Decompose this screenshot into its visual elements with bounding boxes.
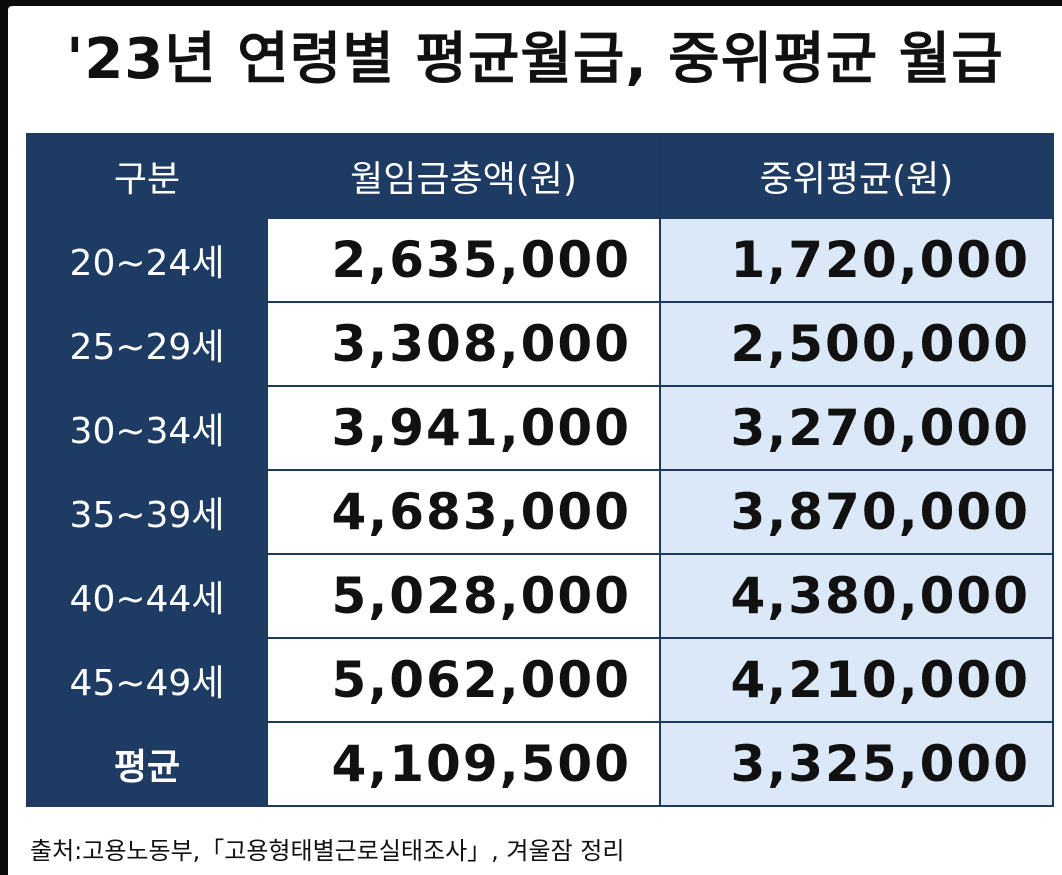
row-median-wage: 1,720,000 (659, 217, 1054, 303)
row-average-total-wage: 4,109,500 (266, 721, 661, 807)
row-total-wage: 5,062,000 (266, 637, 661, 723)
row-total-wage: 3,941,000 (266, 385, 661, 471)
table-header-row: 구분 월임금총액(원) 중위평균(원) (26, 133, 1054, 219)
row-age-label: 20~24세 (26, 217, 268, 303)
row-average-label: 평균 (26, 721, 268, 807)
row-age-label: 45~49세 (26, 637, 268, 723)
table-row: 25~29세 3,308,000 2,500,000 (26, 301, 1054, 387)
row-age-label: 30~34세 (26, 385, 268, 471)
table-row-average: 평균 4,109,500 3,325,000 (26, 721, 1054, 807)
row-total-wage: 2,635,000 (266, 217, 661, 303)
table-row: 30~34세 3,941,000 3,270,000 (26, 385, 1054, 471)
row-median-wage: 2,500,000 (659, 301, 1054, 387)
document-card: '23년 연령별 평균월급, 중위평균 월급 구분 월임금총액(원) 중위평균(… (8, 6, 1062, 875)
table-row: 20~24세 2,635,000 1,720,000 (26, 217, 1054, 303)
header-category: 구분 (26, 133, 268, 219)
row-median-wage: 3,270,000 (659, 385, 1054, 471)
row-age-label: 25~29세 (26, 301, 268, 387)
page-title: '23년 연령별 평균월급, 중위평균 월급 (66, 27, 1004, 92)
header-median: 중위평균(원) (659, 133, 1054, 219)
table-row: 40~44세 5,028,000 4,380,000 (26, 553, 1054, 639)
row-median-wage: 3,870,000 (659, 469, 1054, 555)
row-total-wage: 3,308,000 (266, 301, 661, 387)
header-total-wage: 월임금총액(원) (266, 133, 661, 219)
row-total-wage: 4,683,000 (266, 469, 661, 555)
source-note: 출처:고용노동부,「고용형태별근로실태조사」, 겨울잠 정리 (30, 837, 625, 865)
row-median-wage: 4,380,000 (659, 553, 1054, 639)
table-row: 35~39세 4,683,000 3,870,000 (26, 469, 1054, 555)
row-total-wage: 5,028,000 (266, 553, 661, 639)
row-average-median-wage: 3,325,000 (659, 721, 1054, 807)
row-age-label: 40~44세 (26, 553, 268, 639)
row-median-wage: 4,210,000 (659, 637, 1054, 723)
row-age-label: 35~39세 (26, 469, 268, 555)
table-row: 45~49세 5,062,000 4,210,000 (26, 637, 1054, 723)
salary-table: 구분 월임금총액(원) 중위평균(원) 20~24세 2,635,000 1,7… (26, 133, 1054, 807)
